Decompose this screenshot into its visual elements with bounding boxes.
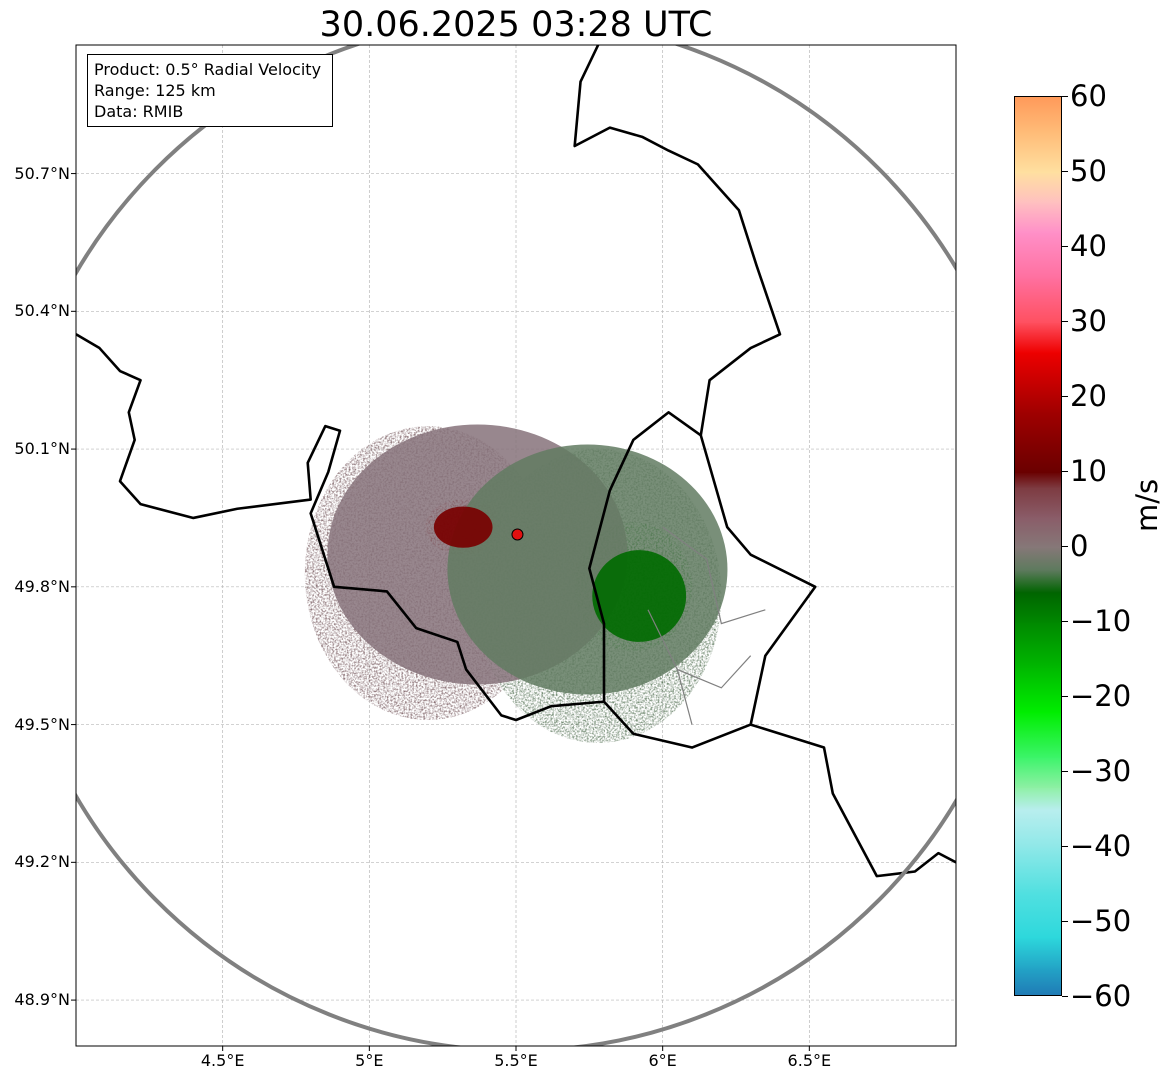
border-luxembourg-outline xyxy=(588,411,817,749)
colorbar-segment xyxy=(1015,967,1061,995)
colorbar-segment xyxy=(1015,569,1061,593)
colorbar-segment xyxy=(1015,97,1061,135)
colorbar-tick-label: −30 xyxy=(1070,754,1132,788)
border-germany-france-east xyxy=(750,723,956,878)
colorbar-tick-mark xyxy=(1062,696,1068,697)
colorbar-tick-mark xyxy=(1062,396,1068,397)
colorbar-segment xyxy=(1015,322,1061,353)
colorbar-segment xyxy=(1015,232,1061,278)
info-range: Range: 125 km xyxy=(94,81,216,100)
velocity-region-inbound-inner xyxy=(447,444,728,695)
colorbar-segment xyxy=(1015,172,1061,203)
info-product: Product: 0.5° Radial Velocity xyxy=(94,60,322,79)
x-tick-label: 5°E xyxy=(355,1051,384,1070)
colorbar-tick-label: −20 xyxy=(1070,679,1132,713)
velocity-core-inbound xyxy=(592,550,687,642)
colorbar-tick-mark xyxy=(1062,621,1068,622)
colorbar-tick-label: 40 xyxy=(1070,229,1107,263)
country-borders xyxy=(76,45,956,878)
colorbar-tick-label: 0 xyxy=(1070,529,1089,563)
y-tick-label: 50.7°N xyxy=(14,163,70,183)
product-info-box: Product: 0.5° Radial Velocity Range: 125… xyxy=(87,54,333,127)
colorbar-segment xyxy=(1015,937,1061,968)
colorbar-tick-mark xyxy=(1062,771,1068,772)
minor-border-lux-canton-c xyxy=(676,669,693,725)
colorbar-tick-mark xyxy=(1062,96,1068,97)
colorbar-segment xyxy=(1015,847,1061,893)
colorbar-tick-label: −10 xyxy=(1070,604,1132,638)
colorbar-segment xyxy=(1015,622,1061,668)
colorbar-segment xyxy=(1015,667,1061,713)
colorbar-tick-label: −50 xyxy=(1070,904,1132,938)
colorbar xyxy=(1014,96,1062,996)
y-tick-label: 49.2°N xyxy=(14,852,70,872)
colorbar-tick-label: 60 xyxy=(1070,79,1107,113)
colorbar-segment xyxy=(1015,809,1061,848)
colorbar-segment xyxy=(1015,134,1061,173)
colorbar-segment xyxy=(1015,412,1061,473)
colorbar-segment xyxy=(1015,277,1061,323)
colorbar-tick-label: 20 xyxy=(1070,379,1107,413)
colorbar-segment xyxy=(1015,202,1061,233)
colorbar-unit-label: m/s xyxy=(1130,478,1164,532)
colorbar-segment xyxy=(1015,592,1061,623)
colorbar-segment xyxy=(1015,352,1061,413)
map-title: 30.06.2025 03:28 UTC xyxy=(319,5,713,45)
border-belgium-france-west xyxy=(76,333,605,722)
colorbar-tick-mark xyxy=(1062,246,1068,247)
colorbar-tick-mark xyxy=(1062,846,1068,847)
y-tick-label: 48.9°N xyxy=(14,990,70,1010)
colorbar-segment xyxy=(1015,892,1061,938)
colorbar-segment xyxy=(1015,517,1061,548)
radar-velocity-field xyxy=(304,424,728,743)
velocity-core-outbound xyxy=(433,506,493,548)
x-tick-label: 6°E xyxy=(648,1051,677,1070)
colorbar-tick-mark xyxy=(1062,321,1068,322)
radar-site-marker xyxy=(511,528,524,541)
colorbar-tick-label: 10 xyxy=(1070,454,1107,488)
x-tick-label: 6.5°E xyxy=(787,1051,832,1070)
colorbar-tick-mark xyxy=(1062,996,1068,997)
y-tick-label: 50.4°N xyxy=(14,301,70,321)
colorbar-segment xyxy=(1015,547,1061,570)
axis-ticks xyxy=(71,173,810,1051)
colorbar-tick-label: −40 xyxy=(1070,829,1132,863)
x-tick-label: 4.5°E xyxy=(200,1051,245,1070)
colorbar-tick-mark xyxy=(1062,921,1068,922)
colorbar-tick-label: −60 xyxy=(1070,979,1132,1013)
x-tick-label: 5.5°E xyxy=(494,1051,538,1070)
colorbar-segment xyxy=(1015,757,1061,788)
colorbar-segment xyxy=(1015,712,1061,758)
y-tick-label: 49.5°N xyxy=(14,714,70,734)
colorbar-tick-mark xyxy=(1062,471,1068,472)
info-data-source: Data: RMIB xyxy=(94,102,184,121)
minor-border-lux-canton-b xyxy=(647,609,752,689)
border-germany-belgium-east xyxy=(573,45,782,436)
colorbar-segment xyxy=(1015,472,1061,488)
colorbar-tick-label: 30 xyxy=(1070,304,1107,338)
minor-border-lux-canton-a xyxy=(662,526,766,625)
y-tick-label: 50.1°N xyxy=(14,439,70,459)
colorbar-segment xyxy=(1015,787,1061,810)
colorbar-segment xyxy=(1015,487,1061,518)
colorbar-tick-label: 50 xyxy=(1070,154,1107,188)
y-tick-label: 49.8°N xyxy=(14,576,70,596)
colorbar-tick-mark xyxy=(1062,546,1068,547)
colorbar-tick-mark xyxy=(1062,171,1068,172)
